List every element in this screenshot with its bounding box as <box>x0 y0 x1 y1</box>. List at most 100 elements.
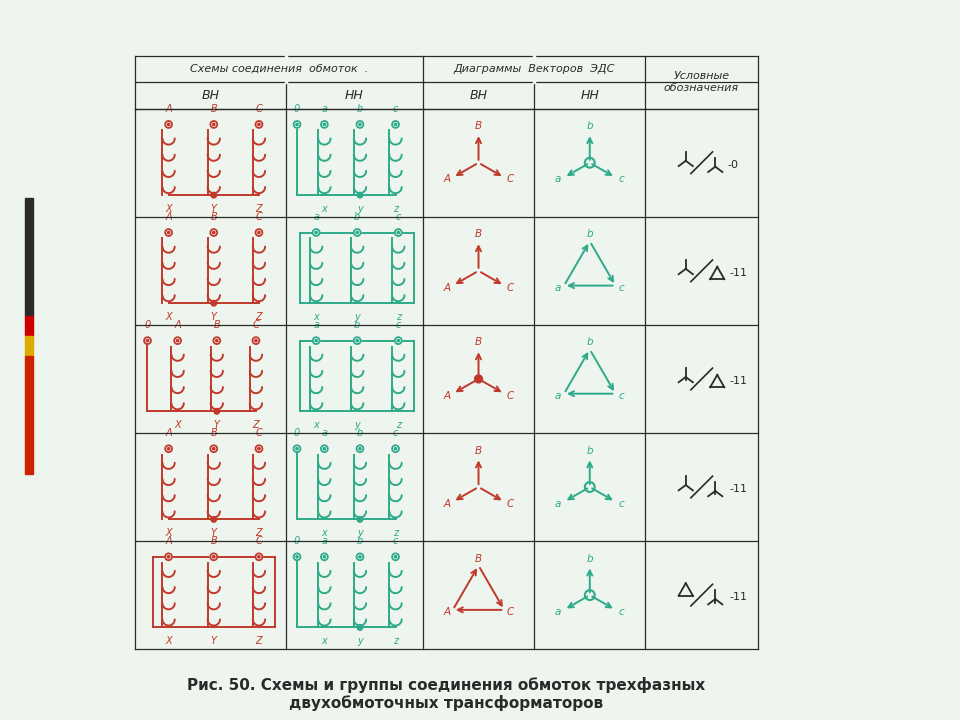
Text: X: X <box>165 312 172 322</box>
Text: Диаграммы  Векторов  ЭДС: Диаграммы Векторов ЭДС <box>453 64 614 74</box>
Text: b: b <box>357 428 363 438</box>
Circle shape <box>321 554 327 560</box>
Circle shape <box>212 556 215 558</box>
Text: y: y <box>354 420 360 430</box>
Text: C: C <box>252 320 259 330</box>
Text: A: A <box>444 174 450 184</box>
Text: x: x <box>322 528 327 539</box>
Circle shape <box>296 556 299 558</box>
Text: A: A <box>165 536 172 546</box>
Text: z: z <box>396 312 401 322</box>
Text: ВН: ВН <box>202 89 220 102</box>
Text: c: c <box>618 174 624 184</box>
Text: Y: Y <box>211 204 217 214</box>
Circle shape <box>210 445 217 452</box>
Bar <box>25 336 33 356</box>
Text: -11: -11 <box>729 484 747 494</box>
Circle shape <box>397 339 399 342</box>
Circle shape <box>294 445 300 452</box>
Text: b: b <box>357 536 363 546</box>
Text: b: b <box>354 212 360 222</box>
Circle shape <box>167 448 170 450</box>
Text: B: B <box>475 121 482 131</box>
Circle shape <box>356 554 364 560</box>
Text: A: A <box>444 607 450 617</box>
Text: C: C <box>507 282 514 292</box>
Text: y: y <box>357 204 363 214</box>
Text: x: x <box>322 636 327 647</box>
Circle shape <box>210 229 217 236</box>
Circle shape <box>258 123 260 125</box>
Text: c: c <box>618 282 624 292</box>
Text: a: a <box>555 607 562 617</box>
Circle shape <box>255 229 262 236</box>
Text: y: y <box>354 312 360 322</box>
Text: a: a <box>313 320 319 330</box>
Circle shape <box>313 337 320 344</box>
Circle shape <box>395 123 396 125</box>
Text: b: b <box>357 104 363 114</box>
Circle shape <box>397 231 399 234</box>
Text: a: a <box>322 104 327 114</box>
Circle shape <box>294 554 300 560</box>
Circle shape <box>212 448 215 450</box>
Text: Z: Z <box>255 312 262 322</box>
Circle shape <box>255 445 262 452</box>
Text: X: X <box>165 204 172 214</box>
Text: B: B <box>213 320 220 330</box>
Text: a: a <box>322 428 327 438</box>
Text: 0: 0 <box>294 104 300 114</box>
Text: x: x <box>313 420 319 430</box>
Text: C: C <box>507 499 514 509</box>
Circle shape <box>258 448 260 450</box>
Circle shape <box>211 300 217 306</box>
Text: Y: Y <box>211 312 217 322</box>
Circle shape <box>357 517 363 522</box>
Circle shape <box>255 554 262 560</box>
Circle shape <box>392 121 399 128</box>
Text: c: c <box>396 212 401 222</box>
Text: z: z <box>393 528 398 539</box>
Text: C: C <box>507 391 514 400</box>
Text: C: C <box>507 174 514 184</box>
Text: a: a <box>555 174 562 184</box>
Text: a: a <box>322 536 327 546</box>
Text: B: B <box>210 212 217 222</box>
Circle shape <box>321 445 327 452</box>
Text: B: B <box>210 104 217 114</box>
Text: Z: Z <box>252 420 259 430</box>
Text: c: c <box>618 391 624 400</box>
Text: z: z <box>393 204 398 214</box>
Text: B: B <box>475 230 482 240</box>
Text: a: a <box>555 499 562 509</box>
Circle shape <box>216 339 218 342</box>
Text: A: A <box>444 391 450 400</box>
Text: A: A <box>444 499 450 509</box>
Text: z: z <box>396 420 401 430</box>
Circle shape <box>213 337 220 344</box>
Text: -0: -0 <box>727 160 738 170</box>
Text: c: c <box>618 499 624 509</box>
Circle shape <box>252 337 259 344</box>
Text: c: c <box>618 607 624 617</box>
Text: -11: -11 <box>729 592 747 602</box>
Circle shape <box>324 123 325 125</box>
Circle shape <box>146 339 149 342</box>
Text: X: X <box>175 420 180 430</box>
Text: B: B <box>210 428 217 438</box>
Circle shape <box>395 229 401 236</box>
Circle shape <box>258 231 260 234</box>
Circle shape <box>211 517 217 522</box>
Circle shape <box>296 123 299 125</box>
Circle shape <box>474 375 483 383</box>
Circle shape <box>167 231 170 234</box>
Circle shape <box>324 448 325 450</box>
Bar <box>25 316 33 336</box>
Text: z: z <box>393 636 398 647</box>
Bar <box>25 198 33 316</box>
Text: ВН: ВН <box>469 89 488 102</box>
Circle shape <box>258 556 260 558</box>
Text: C: C <box>255 536 262 546</box>
Circle shape <box>395 337 401 344</box>
Circle shape <box>359 123 361 125</box>
